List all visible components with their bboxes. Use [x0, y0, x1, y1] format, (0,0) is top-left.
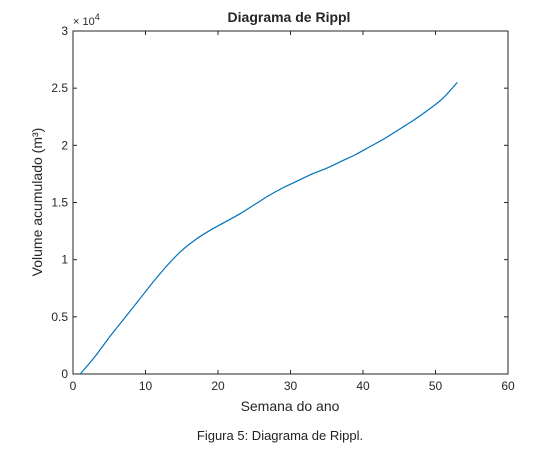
x-axis: 0 10 20 30 40 50 60 [70, 31, 515, 393]
figure-caption: Figura 5: Diagrama de Rippl. [196, 428, 364, 443]
x-tick-label: 40 [356, 379, 370, 393]
x-tick-label: 0 [70, 379, 77, 393]
x-tick-label: 60 [501, 379, 515, 393]
y-axis: 0 0.5 1 1.5 2 2.5 3 [51, 24, 508, 381]
series-layer [79, 82, 458, 375]
y-tick-label: 2 [61, 138, 68, 152]
y-tick-label: 2.5 [51, 81, 68, 95]
svg-text:× 104: × 104 [73, 12, 100, 28]
x-tick-label: 20 [211, 379, 225, 393]
y-tick-label: 1.5 [51, 196, 68, 210]
y-tick-label: 0.5 [51, 310, 68, 324]
x-tick-label: 50 [429, 379, 443, 393]
y-tick-label: 1 [61, 253, 68, 267]
chart-title: Diagrama de Rippl [228, 9, 351, 25]
y-tick-label: 0 [61, 367, 68, 381]
x-tick-label: 10 [139, 379, 153, 393]
y-axis-exponent: × 104 [73, 12, 100, 28]
series-line [79, 82, 458, 375]
plot-area [72, 30, 509, 375]
x-axis-label: Semana do ano [241, 398, 340, 414]
y-tick-label: 3 [61, 24, 68, 38]
y-axis-label: Volume acumulado (m³) [29, 128, 45, 277]
x-tick-label: 30 [284, 379, 298, 393]
